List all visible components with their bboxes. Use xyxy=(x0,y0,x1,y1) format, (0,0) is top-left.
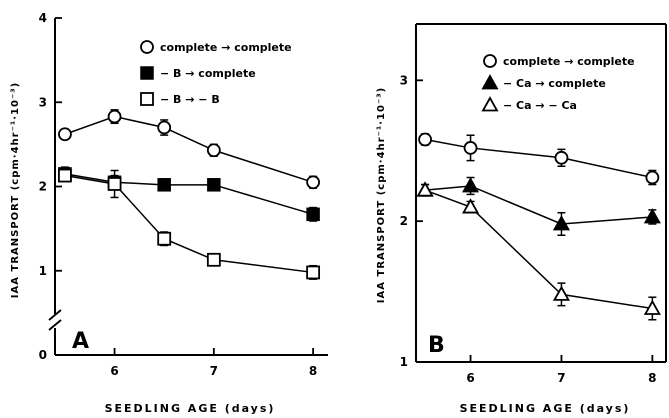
a-legend-label: complete → complete xyxy=(160,41,292,54)
b-data-point xyxy=(643,208,661,224)
b-data-point xyxy=(643,299,661,315)
b-y-tick-label: 2 xyxy=(400,214,408,228)
b-data-point xyxy=(462,177,480,193)
b-data-point xyxy=(418,132,432,147)
b-series-line xyxy=(424,138,653,179)
a-data-point xyxy=(206,143,221,158)
b-x-tick-label: 6 xyxy=(466,371,474,385)
b-x-tick-label: 7 xyxy=(557,371,565,385)
panel-a-letter: A xyxy=(72,329,89,354)
b-data-point xyxy=(462,198,480,214)
panel-b-axes: 1 2 3 6 7 8 xyxy=(400,23,667,385)
b-legend-marker xyxy=(481,96,499,112)
panel-a-legend: complete → complete − B → complete − B → −… xyxy=(140,40,292,106)
panel-a: 0 1 2 3 4 6 7 8 complete → complete − B → comple… xyxy=(10,11,328,415)
b-legend-label: − Ca → complete xyxy=(503,77,606,90)
a-axis-break xyxy=(48,319,62,331)
a-data-point xyxy=(306,207,320,222)
a-series-2 xyxy=(58,166,320,222)
a-x-tick-label: 7 xyxy=(210,364,218,378)
a-y-tick-label: 2 xyxy=(39,180,47,194)
a-legend-label: − B → complete xyxy=(160,67,256,80)
b-data-point xyxy=(552,285,570,301)
a-data-point xyxy=(306,265,321,280)
panel-b-x-axis-label: SEEDLING AGE (days) xyxy=(460,402,631,415)
b-x-tick-label: 8 xyxy=(648,371,656,385)
panel-b-letter: B xyxy=(428,333,445,358)
a-series-line xyxy=(64,115,314,184)
a-legend-marker xyxy=(140,92,154,106)
b-series-1 xyxy=(418,132,660,186)
b-data-point xyxy=(554,150,569,165)
b-data-point xyxy=(416,181,434,197)
a-legend-marker xyxy=(140,66,154,80)
a-series-line xyxy=(64,173,314,216)
b-legend-label: complete → complete xyxy=(503,55,635,68)
a-y-tick-label: 4 xyxy=(39,11,47,25)
b-data-point xyxy=(463,141,478,155)
b-series-2 xyxy=(416,176,661,236)
a-legend-marker xyxy=(140,40,154,54)
panel-a-y-axis-label: IAA TRANSPORT (cpm·4hr⁻¹·10⁻³) xyxy=(10,82,21,298)
b-data-point xyxy=(645,170,660,185)
a-series-line xyxy=(64,174,314,274)
b-legend-marker xyxy=(481,74,499,90)
a-x-tick-label: 8 xyxy=(309,364,317,378)
a-data-point xyxy=(306,175,321,190)
b-legend-marker xyxy=(483,54,497,68)
a-data-point xyxy=(206,252,221,267)
a-data-point xyxy=(107,109,122,124)
panel-a-x-axis-label: SEEDLING AGE (days) xyxy=(105,402,276,415)
panel-b-y-axis-label: IAA TRANSPORT (cpm·4hr⁻¹·10⁻³) xyxy=(376,87,387,303)
a-data-point xyxy=(58,127,72,142)
b-series-line xyxy=(425,185,653,225)
a-data-point xyxy=(157,178,171,192)
b-series-3 xyxy=(416,181,661,321)
a-legend-label: − B → − B xyxy=(160,93,220,106)
a-data-point xyxy=(157,120,172,135)
a-series-3 xyxy=(58,168,321,280)
panel-a-axes: 0 1 2 3 4 6 7 8 xyxy=(39,11,328,378)
a-y-tick-label: 0 xyxy=(39,348,47,362)
panel-b: 1 2 3 6 7 8 complete → complete − Ca → complet… xyxy=(376,23,667,415)
b-series-line xyxy=(424,189,653,310)
panel-b-series xyxy=(416,132,661,321)
a-axis-break xyxy=(48,309,62,321)
a-x-tick-label: 6 xyxy=(110,364,118,378)
a-data-point xyxy=(58,168,72,183)
a-y-tick-label: 1 xyxy=(39,264,47,278)
a-data-point xyxy=(107,177,122,191)
b-legend-label: − Ca → − Ca xyxy=(503,99,577,112)
b-y-tick-label: 1 xyxy=(400,355,408,369)
a-data-point xyxy=(157,231,172,246)
a-data-point xyxy=(207,178,221,192)
b-data-point xyxy=(552,215,570,231)
panel-a-series xyxy=(58,109,321,280)
b-y-tick-label: 3 xyxy=(400,73,408,87)
a-series-1 xyxy=(58,109,321,190)
a-y-tick-label: 3 xyxy=(39,95,47,109)
panel-b-legend: complete → complete − Ca → complete − Ca →… xyxy=(481,54,635,112)
